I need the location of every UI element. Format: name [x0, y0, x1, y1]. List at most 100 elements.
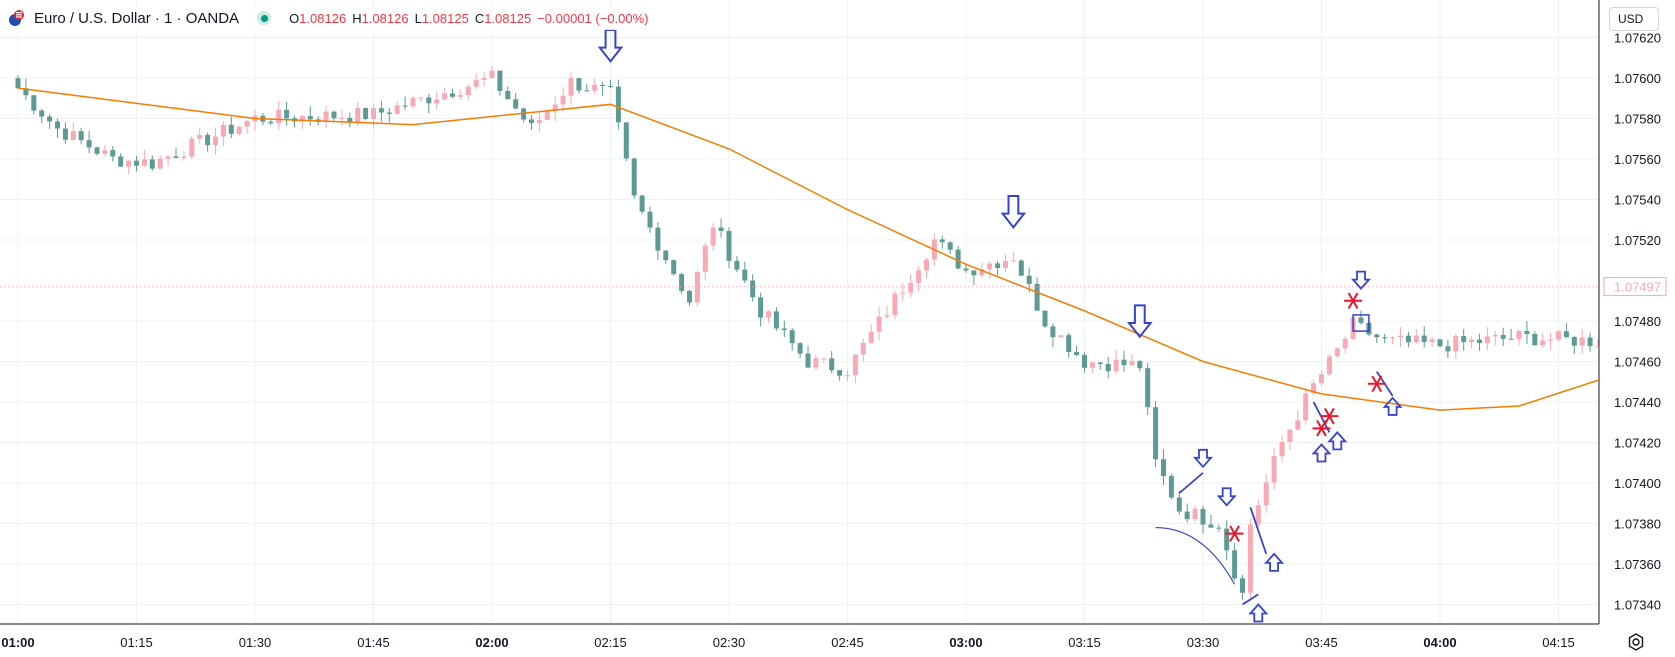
candle-body — [284, 109, 290, 119]
candle-body — [307, 116, 313, 120]
candle-body — [1524, 331, 1530, 335]
up-arrow-annotation[interactable] — [1382, 396, 1403, 416]
candle-body — [702, 245, 708, 273]
up-arrow-annotation[interactable] — [1311, 443, 1332, 463]
down-arrow-annotation[interactable] — [1000, 195, 1027, 229]
candle-body — [1382, 337, 1388, 339]
eurusd-flag-icon[interactable] — [8, 9, 26, 27]
candle-body — [1208, 524, 1214, 528]
candle-body — [1216, 527, 1222, 529]
candle-body — [1240, 578, 1245, 593]
down-arrow-annotation[interactable] — [1350, 270, 1372, 290]
time-tick-label: 01:45 — [357, 635, 390, 650]
candle-body — [766, 311, 771, 318]
candle-body — [1342, 338, 1348, 349]
high-label: H — [352, 10, 362, 26]
currency-selector[interactable]: USD — [1609, 7, 1659, 31]
candle-body — [1532, 334, 1538, 346]
candle-body — [845, 375, 850, 377]
candle-body — [299, 116, 305, 122]
time-tick-label: 03:45 — [1305, 635, 1338, 650]
candle-body — [1429, 339, 1435, 342]
candle-body — [39, 110, 45, 117]
candle-body — [576, 78, 582, 91]
up-arrow-annotation[interactable] — [1248, 603, 1269, 623]
candle-body — [615, 86, 621, 123]
candle-body — [655, 227, 661, 251]
candle-body — [1374, 334, 1380, 338]
candle-body — [1200, 508, 1206, 525]
candle-body — [789, 330, 795, 344]
price-tick-label: 1.07620 — [1614, 31, 1661, 46]
cross-marker[interactable] — [1229, 525, 1240, 542]
candle-body — [797, 343, 803, 354]
box-annotation[interactable] — [1352, 314, 1370, 332]
candle-body — [1066, 335, 1072, 353]
candle-body — [378, 108, 384, 113]
curve-annotation[interactable] — [1155, 526, 1236, 585]
candle-body — [813, 358, 819, 368]
price-tick-label: 1.07340 — [1614, 598, 1661, 613]
cross-marker[interactable] — [1347, 292, 1359, 310]
candle-body — [386, 112, 392, 114]
candle-body — [1168, 476, 1174, 498]
candle-body — [505, 90, 511, 100]
candle-body — [1603, 346, 1608, 401]
trend-line-annotation[interactable] — [1242, 593, 1259, 606]
candle-body — [805, 353, 811, 368]
candle-body — [410, 98, 416, 107]
candle-body — [276, 109, 282, 124]
candle-body — [1137, 361, 1143, 369]
candle-body — [1129, 361, 1135, 366]
candle-body — [465, 86, 471, 96]
candle-body — [1469, 339, 1475, 342]
candle-body — [979, 269, 985, 276]
trend-line-annotation[interactable] — [1178, 472, 1204, 494]
candle-body — [1018, 260, 1024, 276]
candle-body — [1421, 335, 1427, 342]
time-tick-label: 03:30 — [1187, 635, 1220, 650]
candle-body — [1326, 356, 1332, 375]
time-tick-label: 02:00 — [475, 635, 508, 650]
time-tick-label: 04:00 — [1423, 635, 1456, 650]
time-tick-label: 03:15 — [1068, 635, 1101, 650]
candle-body — [434, 99, 440, 104]
time-tick-label: 02:30 — [713, 635, 746, 650]
candle-body — [955, 249, 961, 269]
down-arrow-annotation[interactable] — [1192, 448, 1214, 469]
candle-body — [552, 104, 558, 111]
price-tick-label: 1.07440 — [1614, 395, 1661, 410]
candle-body — [197, 134, 203, 139]
down-arrow-annotation[interactable] — [597, 28, 624, 63]
open-value: 1.08126 — [299, 10, 347, 26]
candle-body — [694, 272, 700, 303]
candle-body — [1334, 348, 1340, 357]
candle-body — [1563, 331, 1569, 338]
candle-body — [963, 268, 969, 271]
candle-body — [947, 242, 953, 250]
trend-line-annotation[interactable] — [1312, 401, 1331, 433]
candle-body — [1271, 456, 1277, 483]
candle-body — [481, 78, 487, 80]
candle-body — [1176, 497, 1182, 512]
candle-body — [592, 85, 598, 91]
candle-body — [1161, 459, 1166, 477]
candle-body — [244, 121, 250, 127]
candle-body — [726, 230, 732, 261]
price-tick-label: 1.07480 — [1614, 314, 1661, 329]
trend-line-annotation[interactable] — [1249, 507, 1268, 555]
symbol-title[interactable]: Euro / U.S. Dollar · 1 · OANDA — [34, 9, 240, 27]
candle-body — [884, 315, 890, 317]
candle-body — [1153, 407, 1159, 460]
up-arrow-annotation[interactable] — [1327, 431, 1348, 451]
candle-body — [1461, 336, 1467, 342]
up-arrow-annotation[interactable] — [1264, 552, 1285, 572]
candle-body — [608, 85, 613, 87]
down-arrow-annotation[interactable] — [1126, 304, 1153, 339]
down-arrow-annotation[interactable] — [1216, 487, 1237, 507]
cross-marker[interactable] — [1371, 375, 1383, 393]
candle-body — [916, 270, 922, 283]
gear-icon[interactable] — [1626, 632, 1646, 652]
cross-marker[interactable] — [1324, 407, 1335, 425]
